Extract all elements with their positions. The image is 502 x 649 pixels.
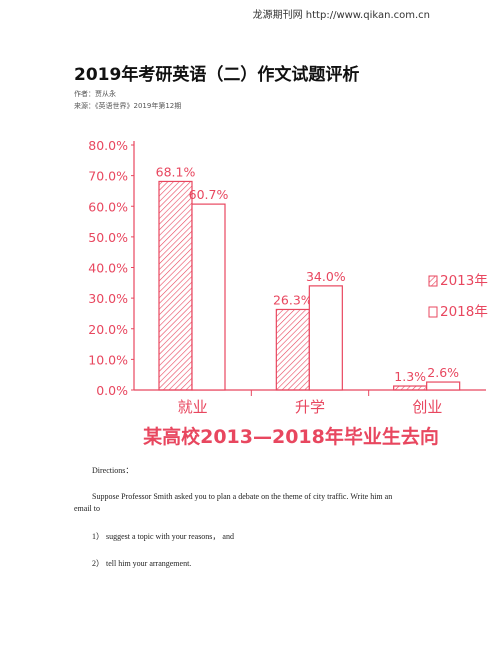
x-category-label: 创业 <box>412 398 442 416</box>
data-label-employment-2013: 68.1% <box>156 164 196 179</box>
bar-employment-2018 <box>191 203 226 391</box>
article-title: 2019年考研英语（二）作文试题评析 <box>74 65 360 85</box>
legend-swatch-2013 <box>428 275 438 287</box>
y-tick-label: 0.0% <box>96 383 128 398</box>
task-item-1: 1） suggest a topic with your reasons， an… <box>92 532 234 541</box>
data-label-entrepreneurship-2018: 2.6% <box>427 365 459 380</box>
bar-further-study-2018 <box>308 285 343 391</box>
bar-entrepreneurship-2013 <box>393 385 428 391</box>
y-tick-label: 70.0% <box>88 169 128 184</box>
data-label-further-study-2013: 26.3% <box>273 292 313 307</box>
chart-title: 某高校2013—2018年毕业生去向 <box>143 425 439 448</box>
y-tick-label: 10.0% <box>88 352 128 367</box>
source-name: 《英语世界》2019年第12期 <box>95 102 182 110</box>
legend-label-2018: 2018年 <box>440 304 488 320</box>
x-category-label: 就业 <box>178 398 208 416</box>
source-line: 来源：《英语世界》2019年第12期 <box>74 101 181 111</box>
directions-label: Directions： <box>92 466 134 475</box>
task-paragraph-line-2: email to <box>74 504 100 513</box>
y-tick-label: 20.0% <box>88 322 128 337</box>
source-label: 来源： <box>74 102 95 110</box>
y-tick-label: 30.0% <box>88 291 128 306</box>
data-label-further-study-2018: 34.0% <box>306 269 346 284</box>
y-tick-label: 40.0% <box>88 261 128 276</box>
author-label: 作者： <box>74 90 95 98</box>
data-label-employment-2018: 60.7% <box>189 187 229 202</box>
y-tick-label: 60.0% <box>88 199 128 214</box>
author-line: 作者：贾从永 <box>74 89 116 99</box>
data-label-entrepreneurship-2013: 1.3% <box>394 369 426 384</box>
y-tick-label: 80.0% <box>88 138 128 153</box>
journal-source-line: 龙源期刊网 http://www.qikan.com.cn <box>252 10 430 21</box>
x-category-label: 升学 <box>295 398 325 416</box>
bar-further-study-2013 <box>275 308 310 391</box>
legend-swatch-2018 <box>428 306 438 318</box>
y-tick-label: 50.0% <box>88 230 128 245</box>
task-item-2: 2） tell him your arrangement. <box>92 559 192 568</box>
author-name: 贾从永 <box>95 90 116 98</box>
bar-entrepreneurship-2018 <box>426 381 461 391</box>
bar-employment-2013 <box>158 180 193 391</box>
legend-label-2013: 2013年 <box>440 273 488 289</box>
task-paragraph-line-1: Suppose Professor Smith asked you to pla… <box>92 492 393 501</box>
graduate-destination-chart: 0.0% 10.0% 20.0% 30.0% 40.0% 50.0% 60.0% 70.0% 8… <box>88 138 488 448</box>
